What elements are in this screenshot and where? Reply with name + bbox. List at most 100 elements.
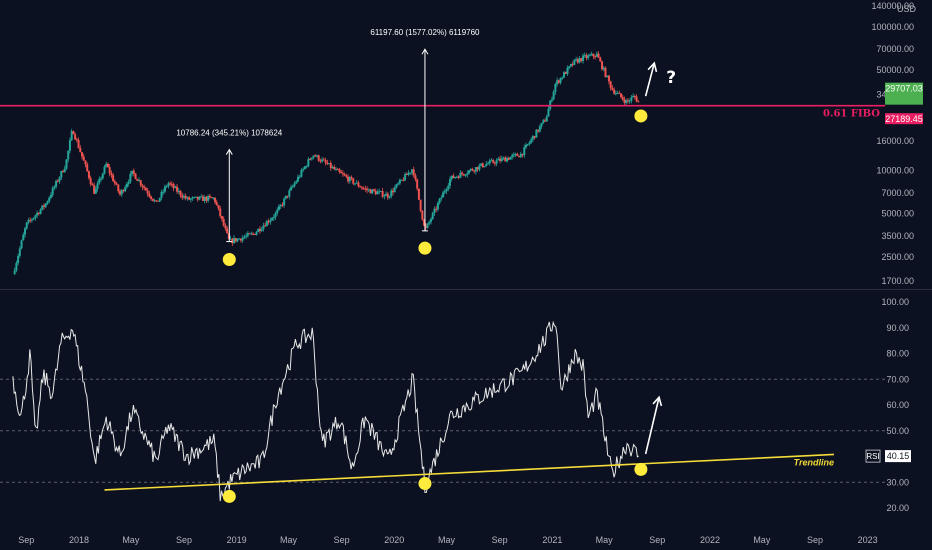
candle-body	[594, 56, 597, 58]
candle-body	[417, 188, 420, 200]
candle-body	[537, 129, 540, 132]
candle-body	[300, 169, 303, 177]
price-axis-tick-label: 3500.00	[881, 231, 914, 241]
candle-body	[82, 156, 85, 161]
candle-body	[582, 55, 585, 62]
candle-body	[597, 53, 600, 58]
candle-body	[461, 172, 464, 175]
candle-body	[84, 160, 87, 165]
candle-body	[493, 162, 496, 164]
candle-body	[371, 189, 374, 194]
candle-body	[65, 159, 68, 169]
candle-body	[488, 160, 491, 164]
candle-body	[30, 219, 33, 221]
price-axis-tick-label: 5000.00	[881, 209, 914, 219]
candle-body	[424, 225, 427, 228]
yellow-marker	[634, 109, 648, 123]
candle-body	[595, 53, 598, 57]
candle-body	[509, 157, 512, 160]
rsi-axis-tick-label: 30.00	[886, 477, 909, 487]
candle-body	[504, 157, 507, 162]
candle-body	[459, 172, 462, 178]
candle-body	[195, 196, 198, 198]
fibo-label: 0.61 FIBO	[823, 109, 880, 120]
candle-body	[67, 150, 70, 160]
candle-body	[253, 233, 256, 235]
candle-body	[542, 120, 545, 123]
candle-body	[632, 95, 635, 98]
candle-body	[523, 147, 526, 156]
candle-body	[110, 173, 113, 176]
candle-body	[32, 217, 35, 220]
candle-body	[169, 183, 172, 185]
candle-body	[27, 220, 30, 223]
candle-body	[283, 198, 286, 206]
candle-body	[314, 155, 317, 157]
candle-body	[637, 101, 640, 103]
candle-body	[302, 169, 305, 171]
candle-body	[545, 116, 548, 122]
candle-body	[328, 163, 331, 165]
candle-body	[24, 228, 27, 235]
time-axis-tick-label: May	[438, 535, 456, 545]
candle-body	[258, 228, 261, 231]
rsi-line[interactable]	[12, 320, 639, 502]
candle-body	[63, 168, 66, 173]
candle-body	[452, 175, 455, 179]
candle-body	[37, 212, 40, 214]
candle-body	[362, 188, 365, 190]
candle-body	[457, 176, 460, 178]
candle-body	[41, 205, 44, 210]
candle-body	[271, 218, 274, 221]
trendline-label: Trendline	[794, 457, 834, 467]
candle-body	[360, 187, 363, 189]
candle-body	[367, 189, 370, 191]
candle-body	[445, 189, 448, 192]
candle-body	[587, 55, 590, 59]
candle-body	[514, 153, 517, 155]
candle-body	[25, 222, 28, 229]
candle-body	[412, 169, 415, 176]
candle-body	[474, 167, 477, 172]
rsi-name-box	[865, 449, 881, 463]
candle-body	[395, 184, 398, 188]
candle-body	[566, 67, 569, 74]
candle-body	[75, 139, 78, 141]
candle-body	[609, 81, 612, 88]
candle-body	[122, 190, 125, 192]
candle-body	[592, 53, 595, 57]
candle-body	[17, 255, 20, 263]
candle-body	[340, 171, 343, 174]
candle-body	[561, 77, 564, 79]
candle-body	[15, 262, 18, 271]
candle-body	[245, 235, 248, 237]
time-axis-tick-label: 2023	[858, 535, 878, 545]
candle-body	[141, 185, 144, 187]
candle-body	[277, 206, 280, 210]
candle-body	[234, 238, 237, 242]
candle-body	[117, 184, 120, 192]
candle-body	[633, 95, 636, 97]
price-arrow-head	[647, 61, 658, 73]
candle-body	[606, 75, 609, 78]
time-axis[interactable]: Sep 2018 May Sep 2019 May Sep 2020 May Sep 2021 May…	[18, 535, 877, 545]
rsi-value: 40.15	[887, 451, 910, 461]
candle-body	[578, 58, 581, 63]
candle-body	[483, 166, 486, 168]
candle-body	[119, 191, 122, 195]
candle-body	[614, 93, 617, 95]
candle-body	[554, 84, 557, 92]
candle-body	[405, 174, 408, 176]
candle-body	[60, 171, 63, 178]
candle-body	[571, 63, 574, 65]
candle-body	[250, 233, 253, 235]
candle-body	[557, 80, 560, 83]
candle-body	[599, 57, 602, 62]
candle-body	[269, 220, 272, 223]
candle-body	[347, 176, 350, 182]
trendline[interactable]	[104, 453, 834, 491]
candle-body	[151, 198, 154, 201]
candle-body	[125, 183, 128, 188]
candle-body	[284, 195, 287, 199]
candle-body	[519, 153, 522, 158]
